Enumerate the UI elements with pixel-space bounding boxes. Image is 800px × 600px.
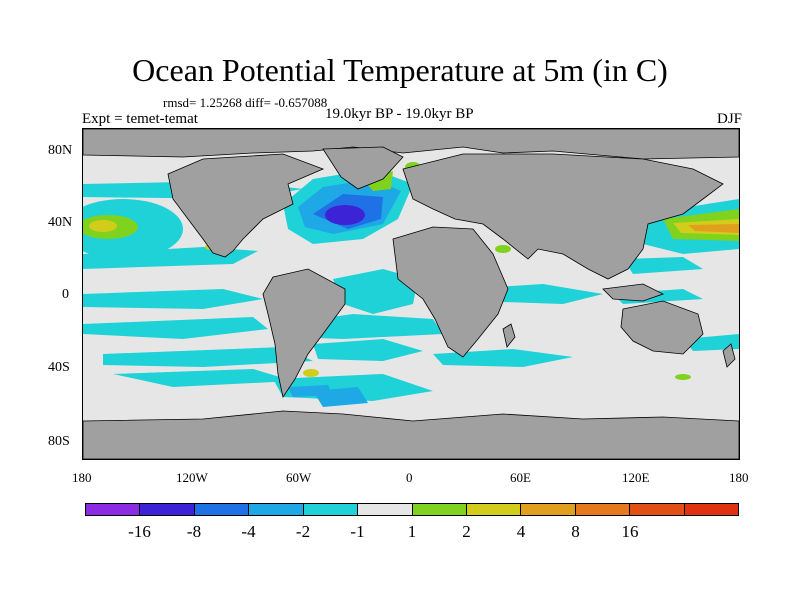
world-map: [83, 129, 739, 459]
stats-line: rmsd= 1.25268 diff= -0.657088: [163, 95, 328, 110]
colorbar-label: 1: [407, 522, 417, 541]
colorbar-swatch: [86, 504, 141, 515]
lat-label-40s: 40S: [48, 360, 70, 375]
colorbar-swatch: [194, 504, 250, 515]
colorbar-label: -2: [295, 522, 311, 541]
land-eurasia: [402, 153, 724, 280]
colorbar-swatch: [412, 504, 467, 515]
lat-label-80n: 80N: [48, 143, 73, 158]
anomaly-patch: [113, 369, 293, 387]
anomaly-patch: [313, 339, 423, 361]
land-north-america: [167, 153, 325, 258]
colorbar-label: 4: [516, 522, 526, 541]
lat-label-0: 0: [62, 287, 69, 302]
plot-title: Ocean Potential Temperature at 5m (in C): [132, 52, 668, 88]
lon-label-180w: 180: [72, 470, 92, 485]
colorbar: [85, 503, 739, 516]
anomaly-patch: [433, 349, 573, 367]
colorbar-swatch: [303, 504, 359, 515]
land-antarctica: [83, 410, 739, 459]
season-label: DJF: [716, 111, 742, 127]
colorbar-swatch: [249, 504, 304, 515]
lon-label-60w: 60W: [286, 470, 312, 485]
anomaly-patch: [83, 289, 263, 309]
land-australia: [620, 300, 704, 355]
colorbar-swatch: [466, 504, 522, 515]
colorbar-label: 8: [571, 522, 580, 541]
colorbar-label: 16: [621, 522, 639, 541]
lon-label-0: 0: [406, 470, 413, 485]
colorbar-swatch: [630, 504, 685, 515]
land-new-zealand: [722, 343, 736, 368]
colorbar-label: -4: [241, 522, 256, 541]
lat-label-80s: 80S: [48, 434, 70, 449]
land-indonesia: [602, 283, 665, 302]
lon-label-120e: 120E: [622, 470, 650, 485]
lon-label-120w: 120W: [176, 470, 208, 485]
land-greenland: [322, 146, 404, 190]
lat-label-40n: 40N: [48, 215, 73, 230]
anomaly-patch: [623, 257, 703, 274]
anomaly-patch: [313, 387, 368, 407]
colorbar-swatch: [575, 504, 631, 515]
period-label: 19.0kyr BP - 19.0kyr BP: [325, 106, 474, 122]
lon-label-60e: 60E: [510, 470, 531, 485]
colorbar-swatch: [140, 504, 195, 515]
anomaly-patch: [688, 224, 739, 233]
colorbar-label: 2: [462, 522, 471, 541]
colorbar-swatch: [358, 504, 413, 515]
land-masses: [83, 129, 739, 459]
anomaly-patch: [83, 317, 268, 339]
colorbar-swatch: [684, 504, 739, 515]
anomaly-patch: [333, 269, 418, 314]
land-madagascar: [502, 323, 516, 348]
anomaly-patch: [325, 205, 365, 225]
land-arctic: [83, 129, 739, 160]
colorbar-label: -8: [186, 522, 202, 541]
land-africa: [392, 226, 509, 358]
colorbar-label: -16: [128, 522, 151, 541]
map-panel: [82, 128, 740, 460]
anomaly-patch: [303, 369, 319, 377]
anomaly-patch: [103, 347, 313, 367]
anomaly-patch: [495, 245, 511, 253]
experiment-label: Expt = temet-temat: [82, 111, 198, 127]
land-south-america: [262, 268, 346, 399]
colorbar-label: -1: [350, 522, 365, 541]
colorbar-swatch: [521, 504, 576, 515]
lon-label-180e: 180: [729, 470, 749, 485]
anomaly-patch: [89, 220, 117, 232]
anomaly-patch: [675, 374, 691, 380]
